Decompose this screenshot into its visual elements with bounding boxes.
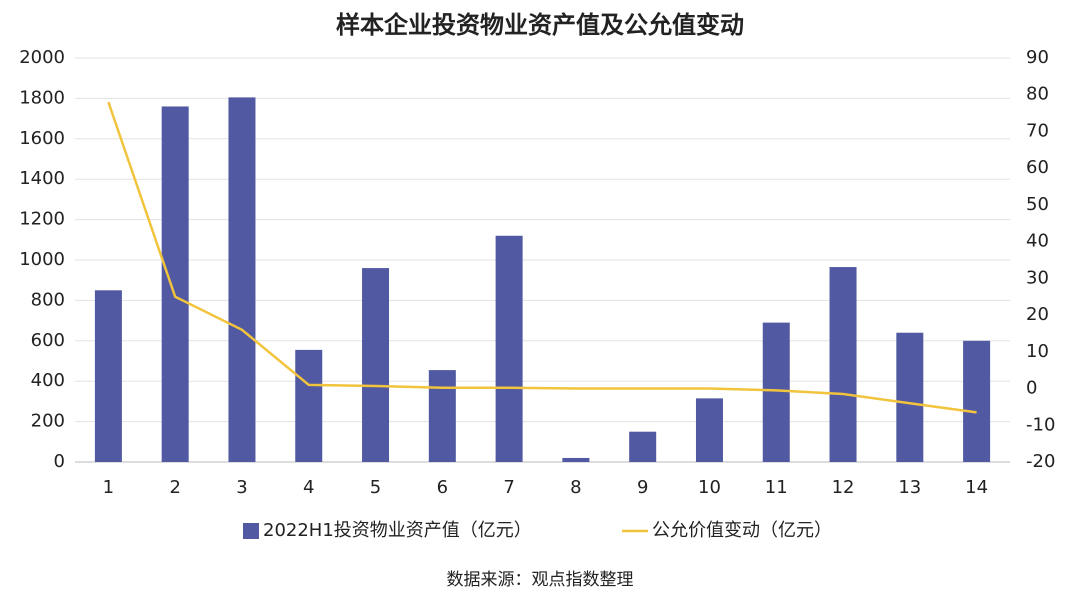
y-tick-label: 2000 (19, 47, 65, 68)
y2-tick-label: 90 (1026, 47, 1049, 68)
y2-tick-label: 20 (1026, 304, 1049, 325)
x-tick-label: 1 (103, 477, 114, 498)
y-tick-label: 1800 (19, 87, 65, 108)
bar (629, 431, 657, 462)
y2-tick-label: 10 (1026, 341, 1049, 362)
y-tick-label: 1600 (19, 128, 65, 149)
y2-tick-label: 80 (1026, 84, 1049, 105)
bar (161, 106, 189, 462)
x-tick-label: 14 (965, 477, 988, 498)
x-tick-label: 7 (503, 477, 514, 498)
x-tick-label: 13 (898, 477, 921, 498)
legend-label: 公允价值变动（亿元） (652, 520, 832, 541)
source-note: 数据来源：观点指数整理 (447, 570, 634, 590)
bar (695, 398, 723, 462)
x-tick-label: 4 (303, 477, 314, 498)
bar (896, 332, 924, 462)
x-tick-label: 8 (570, 477, 581, 498)
chart-title: 样本企业投资物业资产值及公允值变动 (336, 11, 744, 39)
x-tick-label: 9 (637, 477, 648, 498)
y-tick-label: 1400 (19, 168, 65, 189)
y2-tick-label: 60 (1026, 157, 1049, 178)
y2-tick-label: 70 (1026, 120, 1049, 141)
x-tick-label: 6 (437, 477, 448, 498)
x-tick-label: 2 (169, 477, 180, 498)
bar (495, 235, 523, 462)
legend-label: 2022H1投资物业资产值（亿元） (263, 520, 532, 541)
x-tick-label: 10 (698, 477, 721, 498)
y-tick-label: 1000 (19, 249, 65, 270)
bar (228, 97, 256, 462)
y-tick-label: 200 (31, 411, 65, 432)
bar (829, 267, 857, 462)
x-tick-label: 11 (765, 477, 788, 498)
y2-tick-label: 30 (1026, 267, 1049, 288)
y-tick-label: 1200 (19, 209, 65, 230)
bar (295, 349, 323, 462)
bar (762, 322, 790, 462)
y2-tick-label: 40 (1026, 231, 1049, 252)
x-tick-label: 5 (370, 477, 381, 498)
bar (94, 290, 122, 462)
x-tick-label: 3 (236, 477, 247, 498)
bar (963, 340, 991, 462)
legend-swatch (243, 523, 259, 539)
bar (362, 268, 390, 462)
y-tick-label: 0 (54, 451, 65, 472)
y2-tick-label: -10 (1026, 414, 1055, 435)
y-tick-label: 400 (31, 370, 65, 391)
y2-tick-label: -20 (1026, 451, 1055, 472)
x-tick-label: 12 (832, 477, 855, 498)
y2-tick-label: 50 (1026, 194, 1049, 215)
line (107, 101, 977, 414)
y-tick-label: 800 (31, 289, 65, 310)
bar (428, 370, 456, 462)
y2-tick-label: 0 (1026, 378, 1037, 399)
bar (562, 457, 590, 462)
y-tick-label: 600 (31, 330, 65, 351)
legend: 2022H1投资物业资产值（亿元） 公允价值变动（亿元） (243, 520, 832, 541)
